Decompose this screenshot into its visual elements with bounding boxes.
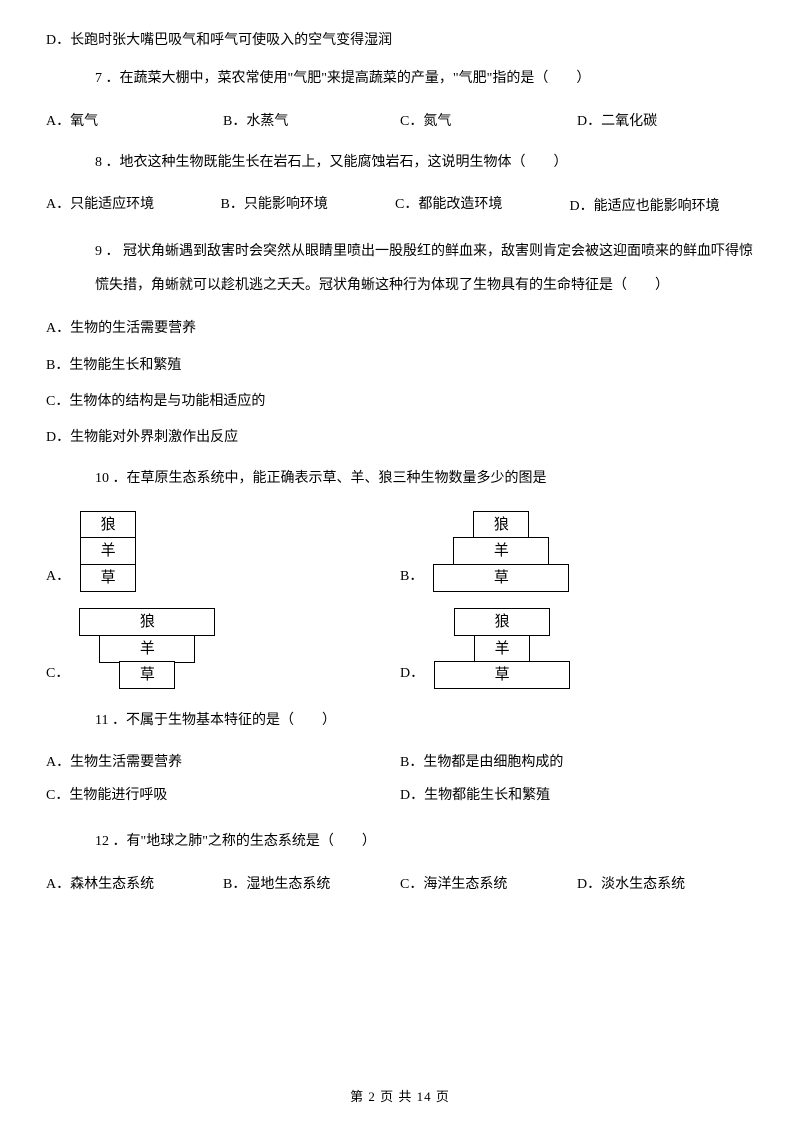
box-sheep: 羊 <box>99 635 195 663</box>
q9-option-b: B．生物能生长和繁殖 <box>46 355 754 377</box>
q7-option-a: A．氧气 <box>46 111 223 133</box>
q10-pyramid-a: 狼 羊 草 <box>80 511 136 591</box>
q10-diagram-b: B． 狼 羊 草 <box>400 511 754 591</box>
q12-stem: 12 ．有"地球之肺"之称的生态系统是（ ） <box>46 827 754 858</box>
q11-option-b: B．生物都是由细胞构成的 <box>400 752 754 774</box>
box-grass: 草 <box>80 564 136 592</box>
q11-options: A．生物生活需要营养 B．生物都是由细胞构成的 C．生物能进行呼吸 D．生物都能… <box>46 752 754 817</box>
q9-option-a: A．生物的生活需要营养 <box>46 318 754 340</box>
q7-option-d: D．二氧化碳 <box>577 111 754 133</box>
box-sheep: 羊 <box>80 537 136 565</box>
q11-option-c: C．生物能进行呼吸 <box>46 785 400 807</box>
q10-row1: A． 狼 羊 草 B． 狼 羊 草 <box>46 511 754 591</box>
box-wolf: 狼 <box>80 511 136 539</box>
q8-option-a: A．只能适应环境 <box>46 194 221 216</box>
q10-label-a: A． <box>46 566 70 590</box>
q8-stem: 8 ．地衣这种生物既能生长在岩石上，又能腐蚀岩石，这说明生物体（ ） <box>46 148 754 179</box>
q7-option-c: C．氮气 <box>400 111 577 133</box>
q12-option-d: D．淡水生态系统 <box>577 874 754 896</box>
box-grass: 草 <box>434 661 570 689</box>
q12-option-a: A．森林生态系统 <box>46 874 223 896</box>
q11-option-a: A．生物生活需要营养 <box>46 752 400 774</box>
q9-option-d: D．生物能对外界刺激作出反应 <box>46 427 754 449</box>
box-grass: 草 <box>119 661 175 689</box>
q10-label-c: C． <box>46 663 69 687</box>
q10-row2: C． 狼 羊 草 D． 狼 羊 草 <box>46 608 754 688</box>
q8-options: A．只能适应环境 B．只能影响环境 C．都能改造环境 D．能适应也能影响环境 <box>46 194 754 221</box>
box-wolf: 狼 <box>473 511 529 539</box>
page-footer: 第 2 页 共 14 页 <box>0 1087 800 1108</box>
q10-pyramid-d: 狼 羊 草 <box>434 608 570 688</box>
q6-option-d: D．长跑时张大嘴巴吸气和呼气可使吸入的空气变得湿润 <box>46 30 754 52</box>
box-sheep: 羊 <box>474 635 530 663</box>
q7-options: A．氧气 B．水蒸气 C．氮气 D．二氧化碳 <box>46 111 754 133</box>
q9-option-c: C．生物体的结构是与功能相适应的 <box>46 391 754 413</box>
q10-diagram-c: C． 狼 羊 草 <box>46 608 400 688</box>
q12-options: A．森林生态系统 B．湿地生态系统 C．海洋生态系统 D．淡水生态系统 <box>46 874 754 896</box>
box-wolf: 狼 <box>454 608 550 636</box>
q10-pyramid-c: 狼 羊 草 <box>79 608 215 688</box>
q10-stem: 10 ．在草原生态系统中，能正确表示草、羊、狼三种生物数量多少的图是 <box>46 464 754 495</box>
q11-stem: 11 ．不属于生物基本特征的是（ ） <box>46 706 754 737</box>
q7-option-b: B．水蒸气 <box>223 111 400 133</box>
q9-stem: 9 ． 冠状角蜥遇到敌害时会突然从眼睛里喷出一股殷红的鲜血来，敌害则肯定会被这迎… <box>46 235 754 302</box>
q7-stem: 7 ．在蔬菜大棚中，菜农常使用"气肥"来提高蔬菜的产量，"气肥"指的是（ ） <box>46 64 754 95</box>
q8-option-b: B．只能影响环境 <box>221 194 396 216</box>
q10-label-b: B． <box>400 566 423 590</box>
q12-option-b: B．湿地生态系统 <box>223 874 400 896</box>
q12-option-c: C．海洋生态系统 <box>400 874 577 896</box>
q10-diagram-a: A． 狼 羊 草 <box>46 511 400 591</box>
q10-label-d: D． <box>400 663 424 687</box>
box-sheep: 羊 <box>453 537 549 565</box>
q8-option-d: D．能适应也能影响环境 <box>570 194 755 221</box>
q10-diagram-d: D． 狼 羊 草 <box>400 608 754 688</box>
box-wolf: 狼 <box>79 608 215 636</box>
q9-options: A．生物的生活需要营养 B．生物能生长和繁殖 C．生物体的结构是与功能相适应的 … <box>46 318 754 450</box>
q10-pyramid-b: 狼 羊 草 <box>433 511 569 591</box>
q8-option-c: C．都能改造环境 <box>395 194 570 216</box>
box-grass: 草 <box>433 564 569 592</box>
q11-option-d: D．生物都能生长和繁殖 <box>400 785 754 807</box>
